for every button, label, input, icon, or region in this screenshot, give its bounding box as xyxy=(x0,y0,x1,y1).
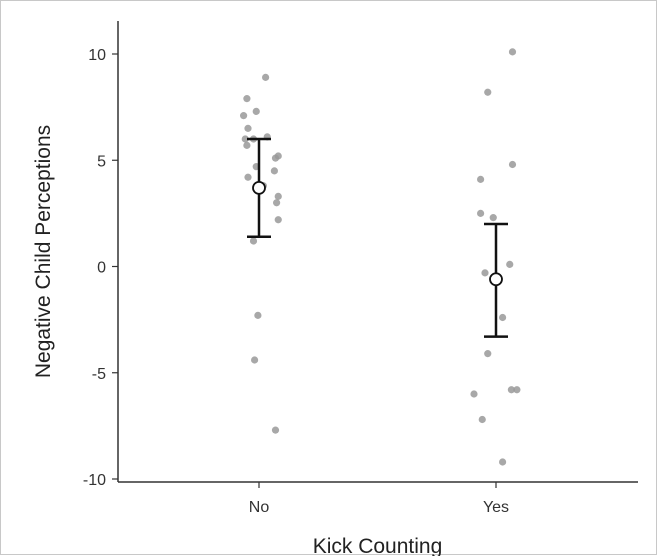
data-point xyxy=(251,356,259,364)
data-point xyxy=(470,390,478,398)
data-point xyxy=(499,458,507,466)
data-point xyxy=(274,216,282,224)
y-axis-title: Negative Child Perceptions xyxy=(32,125,55,378)
data-point xyxy=(484,350,492,358)
data-point xyxy=(513,386,521,394)
data-point xyxy=(254,311,262,319)
data-point xyxy=(271,154,280,162)
x-ticks: No Yes xyxy=(249,482,509,516)
data-point xyxy=(481,269,489,277)
data-point xyxy=(244,124,252,132)
data-point xyxy=(484,88,492,96)
mean-marker xyxy=(252,180,266,195)
data-point xyxy=(489,214,497,222)
data-point xyxy=(508,160,517,169)
data-point xyxy=(243,95,251,103)
data-point xyxy=(477,209,485,217)
data-point xyxy=(478,415,486,424)
error-bars xyxy=(247,137,508,338)
x-tick-label: No xyxy=(249,499,270,516)
y-tick-label: 10 xyxy=(88,47,106,64)
data-point xyxy=(244,173,252,181)
data-point xyxy=(508,48,517,56)
data-point xyxy=(249,237,258,245)
data-point xyxy=(270,167,278,175)
y-tick-label: 0 xyxy=(97,260,106,277)
data-points xyxy=(240,48,521,466)
axes xyxy=(117,21,638,483)
y-ticks: -10 -5 0 5 10 xyxy=(83,47,118,489)
data-point xyxy=(241,135,249,143)
data-point xyxy=(499,313,507,322)
data-point xyxy=(274,192,282,200)
data-point xyxy=(252,107,260,115)
data-point xyxy=(507,386,515,394)
data-point xyxy=(506,260,514,268)
data-point xyxy=(262,73,270,81)
data-point xyxy=(477,175,485,183)
mean-marker xyxy=(489,272,503,287)
y-tick-label: -5 xyxy=(92,366,106,383)
y-tick-label: -10 xyxy=(83,472,106,489)
data-point xyxy=(273,199,281,207)
data-point xyxy=(243,141,251,149)
x-axis-title: Kick Counting xyxy=(313,535,443,556)
data-point xyxy=(240,112,248,120)
data-point xyxy=(271,426,280,434)
x-tick-label: Yes xyxy=(483,499,509,516)
y-tick-label: 5 xyxy=(97,153,106,170)
